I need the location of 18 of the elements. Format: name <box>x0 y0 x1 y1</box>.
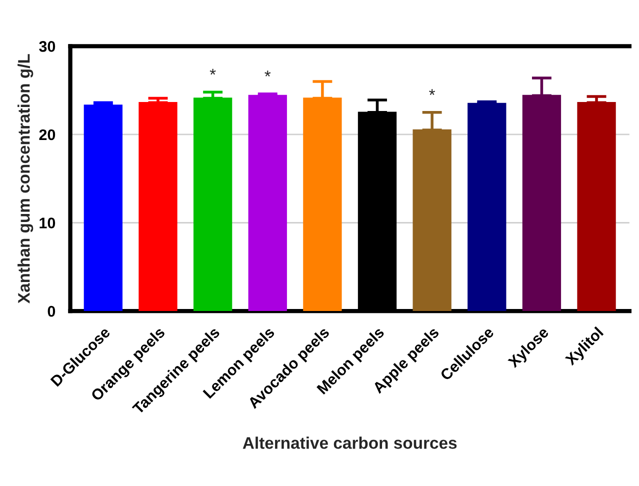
bar <box>412 129 452 312</box>
bar <box>577 102 616 312</box>
bar <box>468 102 506 312</box>
bar <box>248 94 287 312</box>
y-tick-label: 20 <box>39 129 56 140</box>
annotation: * <box>210 68 216 75</box>
y-axis-title: Xanthan gum concentration g/L <box>18 54 34 304</box>
bar <box>522 94 562 312</box>
bar <box>138 102 178 312</box>
y-tick-label: 0 <box>48 306 56 317</box>
annotation: * <box>429 89 436 95</box>
bar <box>193 98 232 312</box>
y-tick-label: 10 <box>40 218 56 228</box>
bar <box>84 104 123 312</box>
x-axis-title: Alternative carbon sources <box>242 436 457 449</box>
annotation: * <box>264 70 271 76</box>
bar <box>303 98 342 312</box>
y-tick-label: 30 <box>39 41 56 52</box>
